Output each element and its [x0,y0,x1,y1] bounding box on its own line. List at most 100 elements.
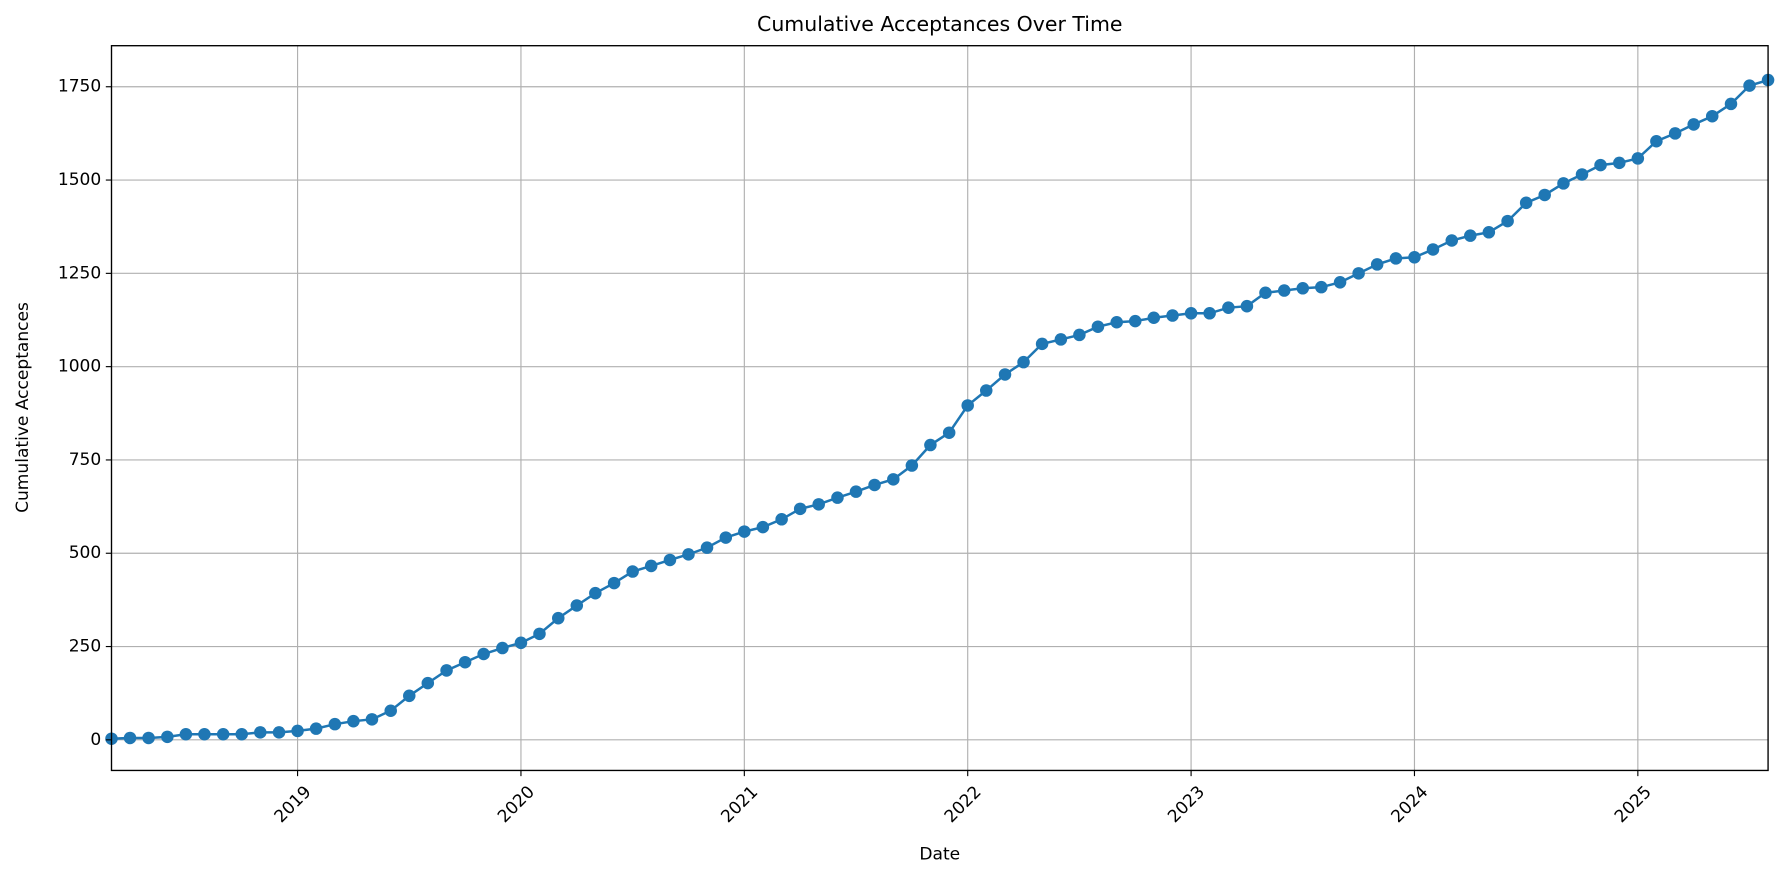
data-point [477,647,490,661]
plot-area [105,73,1775,745]
data-point [719,531,733,544]
data-point [1296,282,1310,295]
y-tick-label: 250 [69,637,102,657]
data-point [905,459,919,472]
y-tick-label: 1500 [58,170,101,190]
data-point [421,676,435,690]
data-point [644,559,658,573]
data-point [1668,127,1682,140]
y-tick-label: 1000 [58,357,101,377]
data-point [1631,152,1645,165]
data-point [1426,243,1440,256]
data-point [1128,314,1142,328]
data-point [1501,214,1514,228]
data-point [1110,315,1123,329]
data-point [1724,97,1738,111]
data-point [403,689,416,703]
data-point [1259,286,1272,300]
data-point [1222,301,1235,314]
data-point [1743,79,1756,92]
data-point [1315,280,1328,294]
y-tick-label: 750 [69,450,102,470]
data-point [924,438,937,452]
data-point [1054,333,1068,346]
data-point [812,498,825,511]
data-point [1277,284,1291,297]
y-tick-label: 0 [90,730,101,750]
data-point [496,641,509,655]
data-point [868,478,881,492]
data-point [1482,226,1496,239]
data-point [589,586,602,600]
x-axis-label: Date [919,845,960,865]
data-point [1705,109,1719,123]
data-point [1408,251,1421,264]
data-point [384,704,397,717]
data-point [775,513,788,526]
data-point [1147,311,1161,325]
data-point [272,726,286,739]
data-point [1594,158,1607,172]
data-point [1687,118,1700,131]
chart-title: Cumulative Acceptances Over Time [757,12,1122,36]
data-point [1203,307,1216,320]
data-point [849,485,863,498]
data-point [1166,309,1179,322]
y-tick-label: 500 [69,543,102,563]
data-point [756,520,770,534]
data-point [1184,307,1198,320]
data-point [179,727,193,741]
data-point [309,722,323,735]
data-point [942,426,956,439]
data-point [198,727,211,741]
data-point [1557,177,1570,190]
data-point [663,553,677,567]
data-point [1445,234,1459,247]
data-point [1370,258,1384,271]
data-point [738,525,751,538]
data-point [831,491,844,504]
data-point [1240,299,1254,313]
data-point [235,727,248,741]
data-point [161,730,174,744]
data-point [1613,156,1626,170]
data-point [328,717,342,731]
y-axis-label: Cumulative Acceptances [13,302,33,513]
data-point [291,724,304,738]
y-tick-label: 1750 [58,77,101,97]
data-point [607,576,621,590]
data-point [365,713,379,726]
data-point [551,611,565,625]
data-point [1538,188,1551,202]
data-point [216,727,230,741]
data-point [793,502,807,516]
data-point [1575,168,1589,181]
data-point [1464,229,1477,242]
data-point [142,731,155,745]
data-point [626,565,639,578]
y-tick-label: 1250 [58,263,101,283]
data-point [1017,355,1030,369]
data-point [1333,276,1347,289]
data-point [887,473,900,486]
grid [111,45,1769,771]
data-point [254,726,267,739]
data-point [1352,267,1365,280]
data-point [440,664,453,677]
data-point [961,399,974,412]
data-point [998,368,1012,381]
data-point [979,384,993,397]
data-point [1035,337,1049,351]
data-point [1389,252,1403,265]
data-point [1650,134,1663,148]
data-point [700,541,714,554]
data-point [458,655,472,669]
data-point [347,714,360,728]
data-point [123,731,137,745]
data-point [533,627,546,641]
axes-frame [110,45,1769,772]
data-point [514,636,528,650]
data-point [1073,328,1086,342]
